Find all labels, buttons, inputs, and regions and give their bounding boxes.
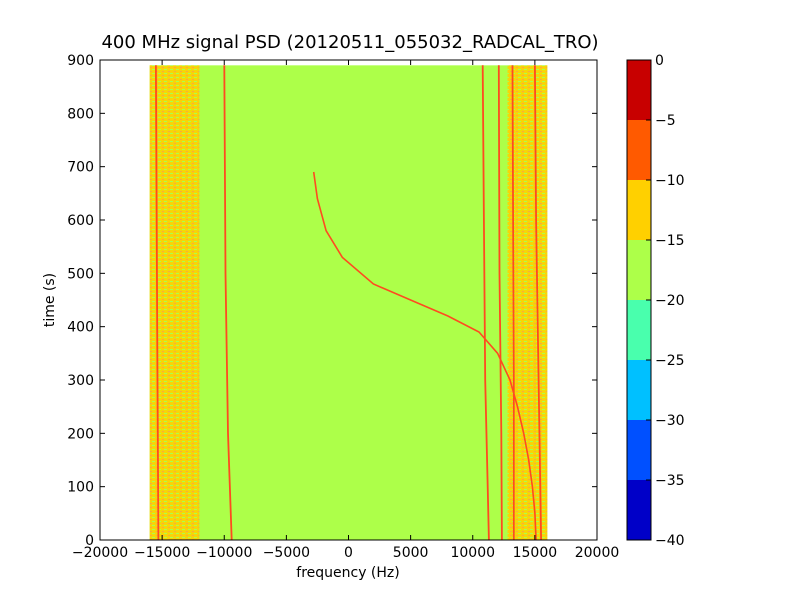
spectral-line: [497, 65, 503, 540]
heatmap: [149, 65, 548, 540]
colorbar-tick-label: −35: [655, 473, 685, 489]
chirp-trace: [312, 171, 537, 540]
colorbar-tick-label: −25: [655, 353, 685, 369]
x-tick-label: 20000: [575, 545, 620, 561]
x-tick-label: 15000: [513, 545, 558, 561]
x-tick-label: 10000: [450, 545, 495, 561]
x-tick-label: −20000: [72, 545, 128, 561]
x-tick-label: 0: [344, 545, 353, 561]
colorbar-tick-label: −30: [655, 413, 685, 429]
y-tick-label: 100: [67, 480, 94, 496]
x-axis: −20000 −15000 −10000 −5000 0 5000 10000 15000 20…: [72, 60, 619, 561]
x-tick-label: −15000: [134, 545, 190, 561]
y-tick-label: 500: [67, 266, 94, 282]
colorbar-level: [627, 180, 651, 240]
colorbar-tick-label: 0: [655, 53, 664, 69]
spectral-line: [223, 65, 233, 540]
colorbar-tick-label: −15: [655, 233, 685, 249]
spectral-line: [511, 65, 515, 540]
colorbar-tick-label: −5: [655, 113, 676, 129]
spectral-line: [155, 65, 160, 540]
y-tick-label: 300: [67, 373, 94, 389]
colorbar-tick-label: −40: [655, 533, 685, 549]
x-axis-label: frequency (Hz): [296, 565, 399, 581]
spectral-line: [481, 65, 490, 540]
colorbar-level: [627, 60, 651, 120]
chart-title: 400 MHz signal PSD (20120511_055032_RADC…: [101, 32, 598, 53]
colorbar-level: [627, 240, 651, 300]
psd-background: [149, 65, 548, 540]
colorbar-level: [627, 360, 651, 420]
y-tick-label: 400: [67, 320, 94, 336]
x-tick-label: −10000: [196, 545, 252, 561]
colorbar-tick-label: −20: [655, 293, 685, 309]
spectral-line: [534, 65, 542, 540]
y-tick-label: 0: [85, 533, 94, 549]
colorbar: 0 −5 −10 −15 −20 −25 −30 −35 −40: [626, 53, 685, 549]
y-axis-label: time (s): [42, 273, 58, 327]
y-tick-label: 700: [67, 160, 94, 176]
y-axis: 0 100 200 300 400 500 600 700 800 900: [67, 53, 597, 549]
colorbar-level: [627, 420, 651, 480]
colorbar-level: [627, 120, 651, 180]
colorbar-level: [627, 300, 651, 360]
y-tick-label: 200: [67, 426, 94, 442]
x-tick-label: −5000: [263, 545, 310, 561]
y-tick-label: 600: [67, 213, 94, 229]
colorbar-tick-label: −10: [655, 173, 685, 189]
x-tick-label: 5000: [393, 545, 429, 561]
colorbar-level: [627, 480, 651, 540]
y-tick-label: 900: [67, 53, 94, 69]
y-tick-label: 800: [67, 106, 94, 122]
